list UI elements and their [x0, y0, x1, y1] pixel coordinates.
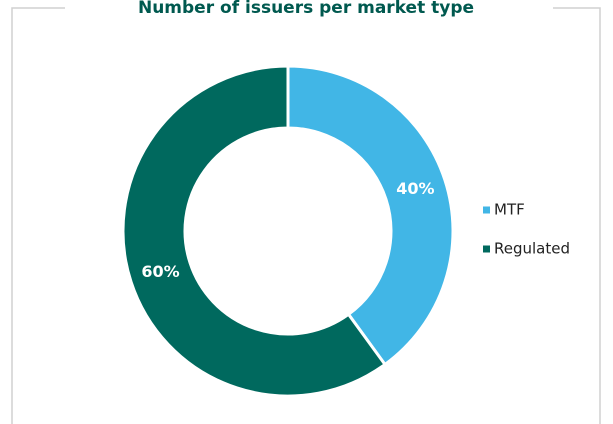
legend-swatch	[483, 245, 490, 253]
legend-label: Regulated	[494, 240, 570, 258]
frame-right	[553, 7, 601, 424]
value-label: 60%	[141, 262, 179, 281]
legend-swatch	[483, 206, 490, 214]
value-label: 40%	[396, 179, 434, 198]
frame	[11, 7, 601, 424]
donut-slice	[121, 64, 388, 398]
frame-left	[11, 7, 65, 424]
chart-title: Number of issuers per market type	[138, 0, 474, 18]
donut-slice	[286, 64, 455, 367]
legend-label: MTF	[494, 201, 525, 219]
